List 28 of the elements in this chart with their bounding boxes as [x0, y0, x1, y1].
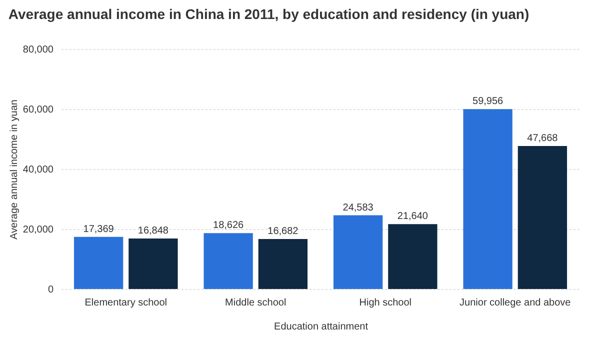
bar — [463, 109, 512, 289]
data-label: 24,583 — [342, 202, 374, 214]
y-tick-label: 80,000 — [22, 44, 54, 56]
data-label: 16,682 — [268, 226, 299, 237]
bar — [258, 238, 308, 289]
data-label: 18,626 — [213, 220, 244, 232]
data-label: 17,369 — [83, 224, 114, 235]
x-axis-title: Education attainment — [274, 322, 368, 332]
bar — [128, 238, 178, 289]
bar — [388, 224, 438, 289]
bar — [74, 236, 124, 289]
data-label: 59,956 — [472, 96, 504, 108]
y-tick-label: 20,000 — [22, 224, 54, 236]
data-label: 16,848 — [138, 225, 169, 236]
y-axis-title: Average annual income in yuan — [8, 100, 20, 240]
y-tick-label: 0 — [48, 284, 54, 296]
y-tick-label: 60,000 — [22, 104, 54, 116]
data-label: 21,640 — [397, 211, 428, 222]
x-tick-label: Elementary school — [84, 298, 168, 308]
x-tick-label: Junior college and above — [460, 298, 572, 308]
x-tick-label: Middle school — [225, 298, 286, 308]
bar — [204, 233, 253, 289]
chart-title: Average annual income in China in 2011, by education and residency (in yuan) — [8, 6, 530, 22]
y-tick-label: 40,000 — [22, 164, 54, 176]
bar — [518, 146, 568, 289]
data-label: 47,668 — [527, 132, 558, 144]
bar — [333, 215, 383, 289]
x-tick-label: High school — [359, 298, 412, 308]
